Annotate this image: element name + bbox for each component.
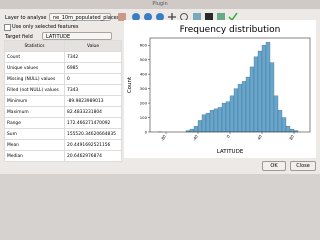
bar — [249, 66, 255, 133]
table-cell: Maximum — [3, 106, 66, 118]
table-row: Missing (NULL) values 0 — [3, 73, 122, 85]
bar — [257, 50, 263, 133]
bar — [281, 117, 287, 133]
x-tick-label: -80 — [159, 133, 167, 141]
bar — [261, 45, 267, 133]
stats-table: Statistics Value Count 7342 Unique values 698… — [3, 40, 122, 162]
table-row: Mean 20.4491692521156 — [3, 139, 122, 151]
column-header: Statistics — [3, 40, 66, 52]
plot-frame — [149, 37, 311, 133]
table-cell: 20.6462976874 — [64, 150, 122, 162]
x-axis-label: LATITUDE — [217, 149, 244, 155]
field-label: Target field — [5, 34, 33, 40]
close-button[interactable]: Close — [290, 161, 316, 171]
table-row: Sum 155520.34620664835 — [3, 128, 122, 140]
table-cell: Range — [3, 117, 66, 129]
table-row: Filled (not NULL) values 7343 — [3, 84, 122, 96]
icon[interactable] — [205, 13, 213, 21]
dialog: Plugin Layer to analyse ne_10m_populated… — [0, 0, 320, 174]
table-cell: 0 — [64, 73, 122, 85]
header-row: Statistics Value — [3, 40, 122, 52]
bar — [201, 114, 207, 133]
table-cell: Missing (NULL) values — [3, 73, 66, 85]
bar — [277, 110, 283, 133]
table-cell: Unique values — [3, 62, 66, 74]
bar — [197, 120, 203, 133]
bar — [273, 95, 279, 133]
icon[interactable] — [168, 13, 176, 21]
bar — [217, 107, 223, 133]
bar — [209, 110, 215, 133]
table-cell: -89.9823989013 — [64, 95, 122, 107]
table-cell: 20.4491692521156 — [64, 139, 122, 151]
bar — [213, 108, 219, 133]
chart: Frequency distribution LATITUDE Count 0 100 2… — [124, 20, 316, 158]
bar — [233, 88, 239, 133]
y-tick-label: 600 — [140, 43, 148, 48]
layer-combo[interactable]: ne_10m_populated_places — [49, 13, 119, 21]
y-tick-label: 500 — [140, 57, 148, 62]
x-tick-label: -40 — [191, 133, 199, 141]
icon[interactable] — [156, 13, 164, 21]
table-cell: Count — [3, 51, 66, 63]
bar — [205, 113, 211, 133]
field-combo[interactable]: LATITUDE — [42, 32, 112, 40]
column-header: Value — [64, 40, 122, 52]
checkbox[interactable] — [4, 24, 11, 31]
table-cell: 7342 — [64, 51, 122, 63]
bar — [229, 95, 235, 133]
icon[interactable] — [193, 13, 201, 21]
window-title: Plugin — [0, 0, 320, 9]
y-axis-label: Count — [127, 76, 133, 93]
checkbox-label: Use only selected features — [12, 24, 79, 30]
bar — [225, 101, 231, 133]
bar — [189, 128, 195, 133]
table-row: Count 7342 — [3, 51, 122, 63]
bar — [221, 102, 227, 133]
bar — [193, 126, 199, 133]
bar — [289, 128, 295, 133]
icon[interactable] — [217, 13, 225, 21]
x-tick-label: 80 — [288, 134, 295, 141]
table-row: Maximum 82.4833231804 — [3, 106, 122, 118]
bar — [245, 76, 251, 133]
bar — [253, 56, 259, 133]
bar — [265, 42, 271, 133]
y-tick-label: 300 — [140, 86, 148, 91]
bar — [285, 126, 291, 133]
table-cell: 172.466271470092 — [64, 117, 122, 129]
bar — [269, 62, 275, 133]
table-cell: Mean — [3, 139, 66, 151]
ok-button[interactable]: OK — [262, 161, 286, 171]
toolbar — [118, 12, 238, 22]
y-tick-label: 100 — [140, 115, 148, 120]
table-cell: 7343 — [64, 84, 122, 96]
x-tick-label: 0 — [225, 133, 231, 138]
bar — [237, 84, 243, 133]
table-cell: Median — [3, 150, 66, 162]
table-row: Unique values 6985 — [3, 62, 122, 74]
chart-title: Frequency distribution — [180, 25, 281, 35]
y-tick-label: 0 — [145, 129, 148, 134]
table-row: Minimum -89.9823989013 — [3, 95, 122, 107]
icon[interactable] — [118, 13, 126, 21]
y-tick-label: 400 — [140, 71, 148, 76]
table-cell: 82.4833231804 — [64, 106, 122, 118]
bar — [241, 81, 247, 133]
icon[interactable] — [228, 12, 238, 22]
layer-label: Layer to analyse — [5, 15, 47, 21]
icon[interactable] — [144, 13, 152, 21]
table-row: Median 20.6462976874 — [3, 150, 122, 162]
table-cell: Filled (not NULL) values — [3, 84, 66, 96]
x-tick-label: 40 — [256, 134, 263, 141]
table-cell: Sum — [3, 128, 66, 140]
icon[interactable] — [132, 13, 140, 21]
table-row: Range 172.466271470092 — [3, 117, 122, 129]
y-tick-label: 200 — [140, 100, 148, 105]
table-cell: 6985 — [64, 62, 122, 74]
table-cell: 155520.34620664835 — [64, 128, 122, 140]
table-cell: Minimum — [3, 95, 66, 107]
